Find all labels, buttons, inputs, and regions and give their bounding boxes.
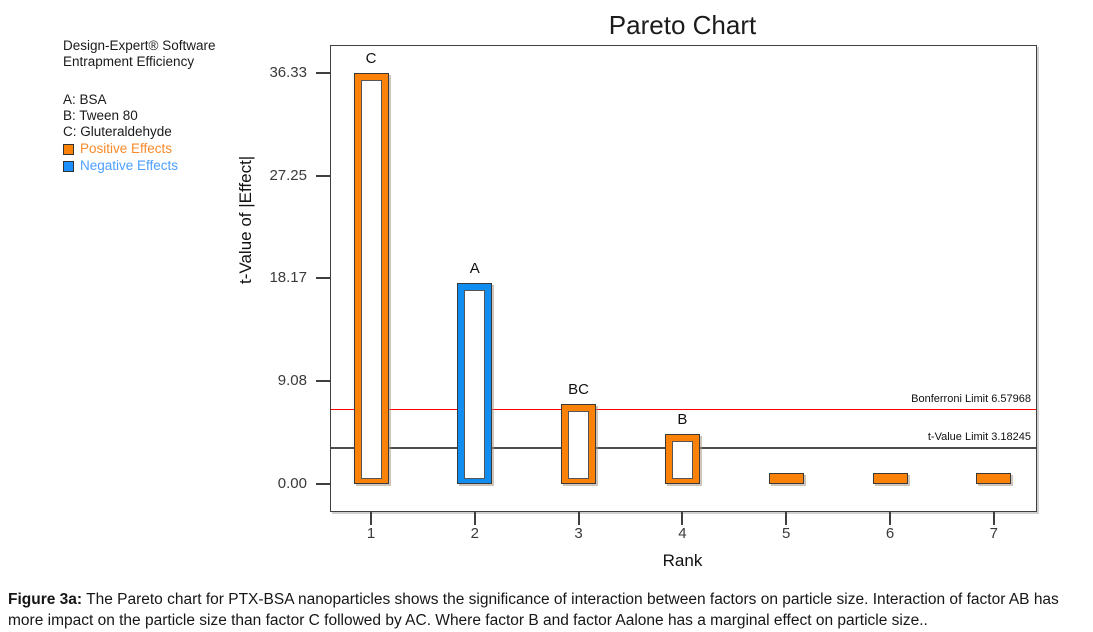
y-axis-tick — [316, 277, 331, 280]
x-axis-tick-label: 5 — [782, 525, 791, 542]
y-axis-tick-label: 36.33 — [269, 63, 307, 81]
figure-caption: Figure 3a: The Pareto chart for PTX-BSA … — [8, 589, 1088, 631]
bar-rank-7 — [976, 473, 1012, 484]
y-axis-tick-label: 0.00 — [277, 475, 307, 492]
x-axis-tick-label: 4 — [678, 525, 687, 542]
x-axis-tick — [370, 512, 372, 525]
legend-swatch — [63, 143, 74, 155]
legend-swatch — [63, 160, 74, 172]
bar-inner — [360, 79, 382, 479]
bar-inner — [671, 440, 693, 479]
y-axis-tick — [316, 174, 331, 177]
factor-c-label: C: Gluteraldehyde — [63, 124, 172, 139]
legend-item-positive: Positive Effects — [63, 141, 216, 157]
y-axis-tick — [316, 483, 331, 485]
x-axis-tick-label: 7 — [989, 525, 998, 542]
spacer — [63, 70, 216, 92]
bar-rank-5 — [768, 473, 804, 484]
y-axis-tick — [316, 71, 331, 74]
software-name: Design-Expert® Software — [63, 38, 216, 53]
bar-rank-6 — [872, 473, 908, 484]
caption-text: The Pareto chart for PTX-BSA nanoparticl… — [8, 591, 1059, 629]
plot-area: Bonferroni Limit 6.57968 t-Value Limit 3.… — [269, 45, 1037, 542]
bar-label-rank-3: BC — [568, 381, 590, 399]
caption-figure-number: Figure 3a: — [8, 591, 83, 608]
x-axis-tick — [577, 512, 580, 525]
bonferroni-limit-line — [331, 409, 1036, 411]
bar-rank-1 — [353, 72, 389, 484]
y-axis-tick-label: 18.17 — [269, 269, 307, 287]
factor-a-label: A: BSA — [63, 92, 107, 107]
bonferroni-limit-label: Bonferroni Limit 6.57968 — [911, 392, 1031, 405]
legend-item-label: Positive Effects — [80, 141, 173, 156]
y-axis-tick — [316, 380, 331, 383]
bar-inner — [568, 411, 590, 479]
x-axis-tick — [473, 512, 476, 525]
legend-item-label: Negative Effects — [80, 158, 179, 173]
bar-rank-3 — [561, 404, 597, 484]
x-axis-tick — [889, 512, 891, 525]
x-axis-tick-label: 1 — [366, 525, 376, 542]
y-axis-tick-label: 27.25 — [269, 166, 307, 184]
bar-rank-2 — [457, 282, 493, 484]
x-axis-title: Rank — [662, 551, 703, 570]
factor-b-label: B: Tween 80 — [63, 108, 138, 123]
x-axis-tick-label: 3 — [574, 525, 583, 542]
x-axis-tick-label: 2 — [470, 525, 479, 542]
x-axis-tick — [785, 512, 788, 525]
x-axis-tick — [681, 512, 684, 525]
legend-item-negative: Negative Effects — [63, 158, 216, 174]
info-panel: Design-Expert® Software Entrapment Effic… — [63, 38, 216, 174]
t-value-limit-label: t-Value Limit 3.18245 — [927, 430, 1031, 443]
bar-rank-4 — [664, 433, 700, 484]
response-name: Entrapment Efficiency — [63, 54, 195, 69]
bar-label-rank-4: B — [677, 410, 688, 428]
x-axis-tick — [992, 512, 995, 525]
bar-label-rank-1: C — [365, 49, 377, 67]
bar-label-rank-2: A — [469, 259, 480, 277]
bar-inner — [464, 289, 486, 479]
y-axis-tick-label: 9.08 — [277, 372, 307, 390]
x-axis-tick-label: 6 — [885, 525, 895, 542]
chart-title: Pareto Chart — [608, 10, 757, 40]
